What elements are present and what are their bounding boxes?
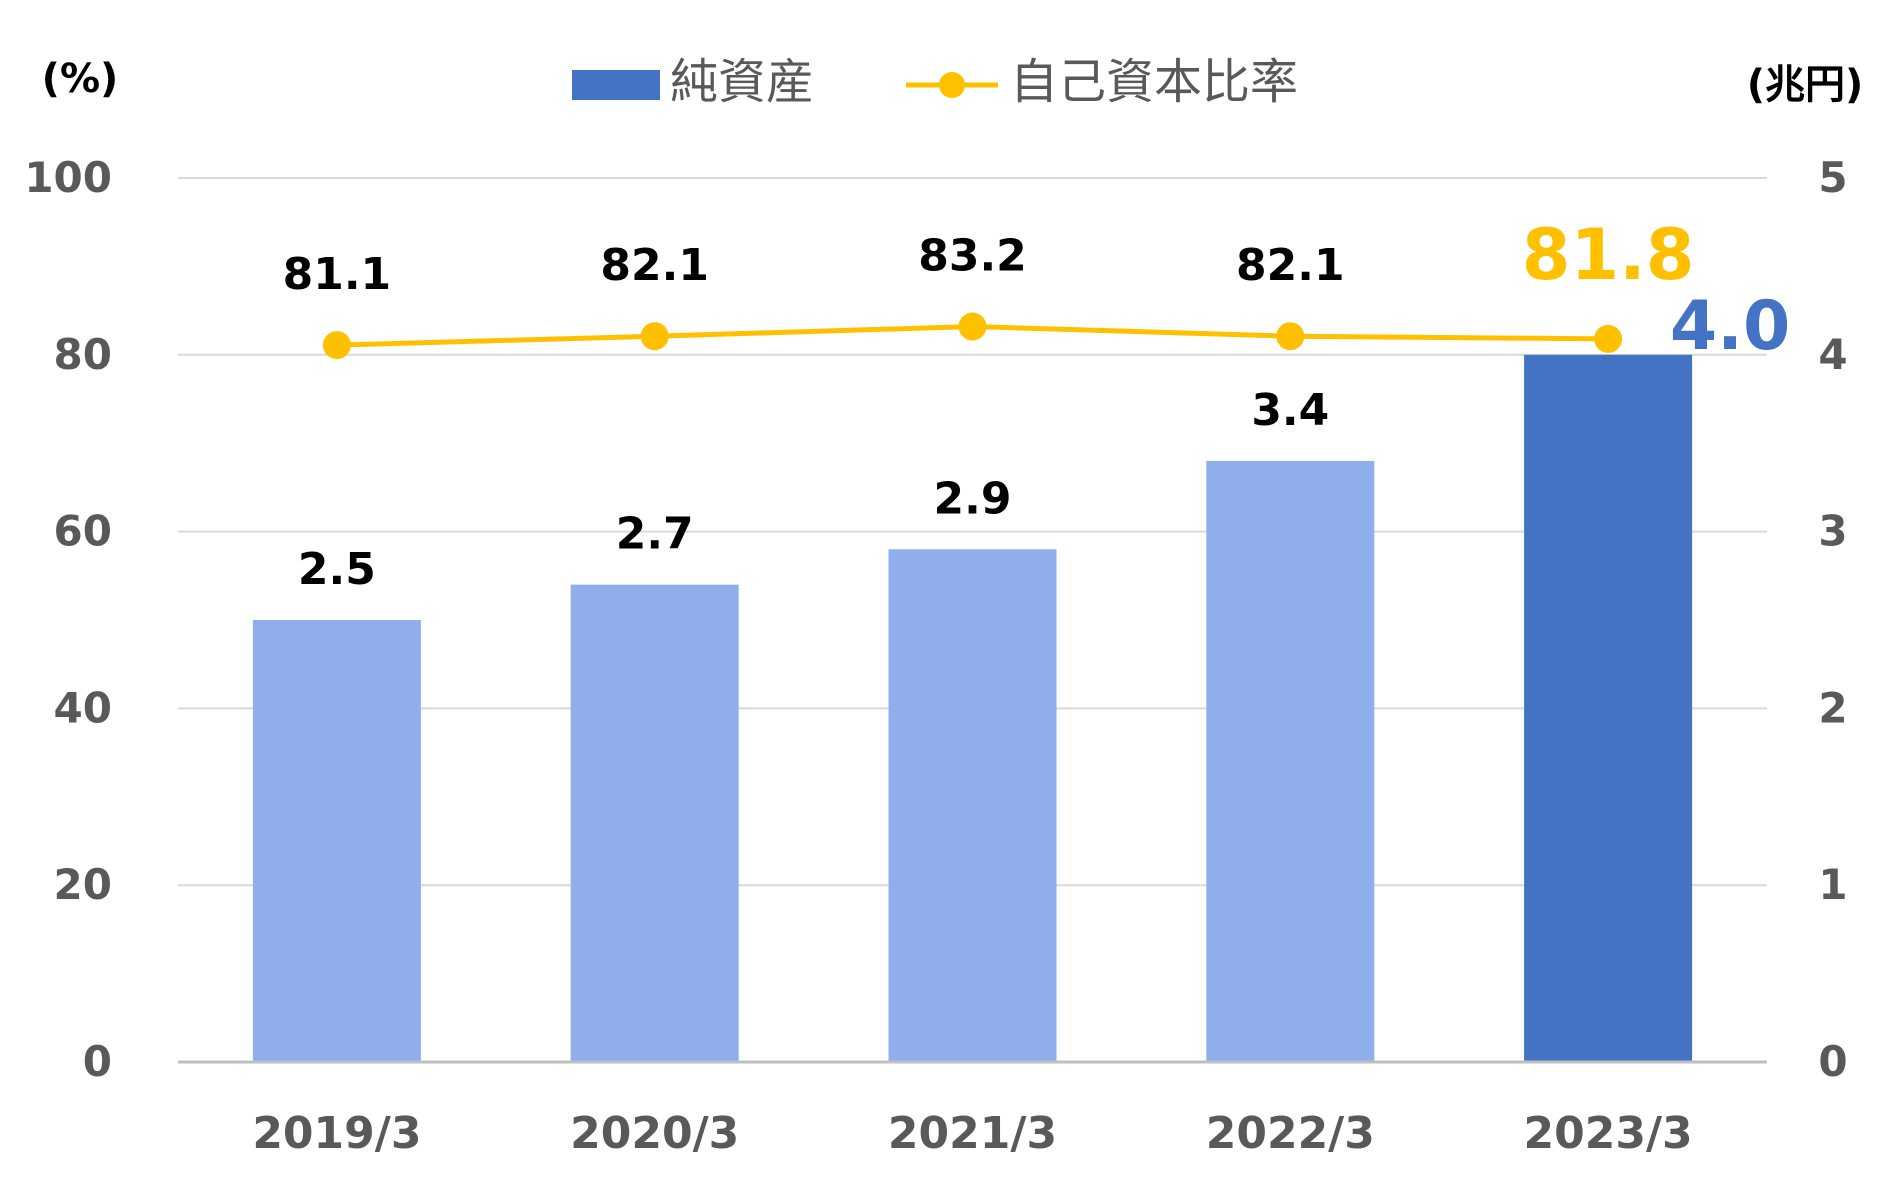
bar bbox=[888, 549, 1057, 1062]
data-labels: 2.5 2.7 2.9 3.4 4.0 81.1 82.1 83.2 82.1 81.8 bbox=[283, 214, 1791, 595]
ratio-point bbox=[958, 312, 987, 341]
left-tick-label: 20 bbox=[54, 860, 112, 909]
bar-value-label: 2.9 bbox=[934, 473, 1012, 524]
right-tick-label: 5 bbox=[1818, 153, 1847, 202]
x-tick-label: 2023/3 bbox=[1524, 1108, 1693, 1159]
legend-bar-label: 純資産 bbox=[670, 54, 814, 110]
bar-value-label: 2.5 bbox=[298, 544, 376, 595]
x-tick-label: 2020/3 bbox=[570, 1108, 739, 1159]
x-tick-label: 2019/3 bbox=[252, 1108, 421, 1159]
ratio-point bbox=[640, 322, 669, 351]
legend-bar-swatch bbox=[572, 70, 660, 100]
bar-value-label: 4.0 bbox=[1670, 287, 1790, 366]
x-tick-label: 2022/3 bbox=[1206, 1108, 1375, 1159]
bar-series bbox=[252, 354, 1693, 1062]
bar bbox=[1524, 354, 1693, 1062]
ratio-value-label: 82.1 bbox=[1236, 240, 1345, 291]
legend-line-label: 自己資本比率 bbox=[1010, 54, 1298, 110]
bar bbox=[252, 620, 421, 1062]
right-tick-label: 1 bbox=[1818, 860, 1847, 909]
bar bbox=[570, 584, 739, 1062]
legend-line-marker bbox=[939, 72, 965, 98]
right-tick-label: 2 bbox=[1818, 683, 1847, 732]
left-tick-label: 60 bbox=[54, 507, 112, 556]
ratio-value-label: 81.8 bbox=[1522, 214, 1695, 296]
left-tick-label: 40 bbox=[54, 683, 112, 732]
ratio-point bbox=[322, 331, 351, 360]
ratio-value-label: 82.1 bbox=[600, 240, 709, 291]
line-series bbox=[322, 312, 1623, 360]
bar-value-label: 2.7 bbox=[616, 509, 694, 560]
left-tick-label: 80 bbox=[54, 330, 112, 379]
x-tick-label: 2021/3 bbox=[888, 1108, 1057, 1159]
left-tick-label: 100 bbox=[24, 153, 112, 202]
ratio-point bbox=[1594, 324, 1623, 353]
left-axis-unit: (%) bbox=[42, 56, 119, 102]
right-tick-label: 4 bbox=[1818, 330, 1847, 379]
right-axis-unit: (兆円) bbox=[1747, 62, 1864, 108]
axes: 0 20 40 60 80 100 0 1 2 3 4 5 2019/3 2020/3 2021/3 2022… bbox=[24, 153, 1847, 1159]
bar-value-label: 3.4 bbox=[1251, 385, 1329, 436]
ratio-value-label: 83.2 bbox=[918, 231, 1027, 282]
bar bbox=[1206, 460, 1375, 1062]
ratio-point bbox=[1276, 322, 1305, 351]
gridlines bbox=[178, 177, 1767, 887]
legend: 純資産 自己資本比率 bbox=[572, 54, 1298, 110]
left-tick-label: 0 bbox=[83, 1037, 112, 1086]
ratio-value-label: 81.1 bbox=[283, 249, 392, 300]
right-tick-label: 3 bbox=[1818, 507, 1847, 556]
right-tick-label: 0 bbox=[1818, 1037, 1847, 1086]
